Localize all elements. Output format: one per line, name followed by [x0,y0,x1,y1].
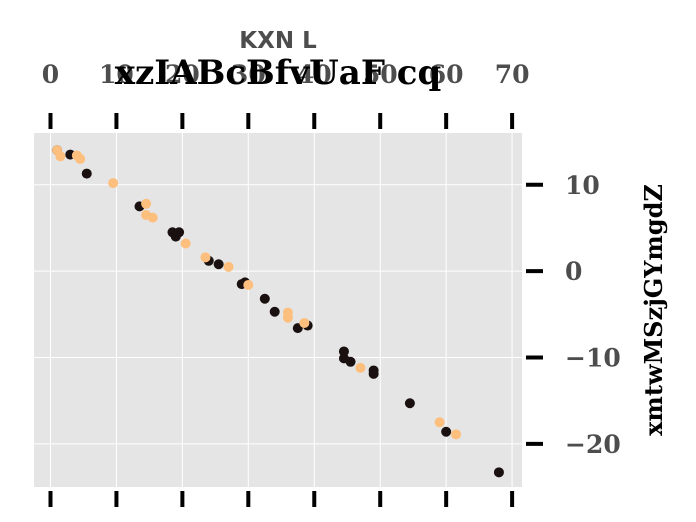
data-point-series-1 [338,346,349,357]
data-point-series-1 [81,168,92,179]
y-tick-label: −10 [565,343,621,372]
data-point-series-2 [223,261,234,272]
x-tick-label: 30 [231,60,266,89]
data-point-series-2 [299,317,310,328]
y-axis-ticks: −20 −10 0 10 [526,171,621,459]
x-axis-ticks: 0 10 20 30 40 50 60 70 [42,60,530,507]
y-tick-label: 0 [565,257,582,286]
data-point-series-2 [75,153,86,164]
data-point-series-2 [147,212,158,223]
data-point-series-2 [451,429,462,440]
data-point-series-1 [404,398,415,409]
x-tick-label: 50 [363,60,398,89]
data-point-series-2 [355,362,366,373]
data-point-series-2 [243,279,254,290]
data-point-series-1 [269,306,280,317]
x-tick-label: 0 [42,60,59,89]
data-point-series-2 [180,238,191,249]
y-tick-label: −20 [565,430,621,459]
data-point-series-2 [141,198,152,209]
x-tick-label: 10 [99,60,134,89]
data-point-series-2 [108,178,119,189]
data-point-series-2 [55,151,66,162]
data-point-series-1 [368,368,379,379]
data-point-series-1 [345,356,356,367]
data-points [52,145,504,478]
grid-lines [34,133,522,487]
data-point-series-1 [213,259,224,270]
data-point-series-2 [200,252,211,263]
chart-title: xzIABcBfvUaF cq [115,53,442,93]
x-axis-label: KXN L [239,28,317,54]
data-point-series-1 [493,467,504,478]
x-tick-label: 70 [495,60,530,89]
data-point-series-2 [434,417,445,428]
data-point-series-1 [174,227,185,238]
x-tick-label: 20 [165,60,200,89]
data-point-series-2 [282,312,293,323]
y-axis-label: xmtwMSzjGYmgdZ [639,184,668,436]
x-tick-label: 60 [429,60,464,89]
data-point-series-1 [259,293,270,304]
x-tick-label: 40 [297,60,332,89]
data-point-series-1 [441,426,452,437]
y-tick-label: 10 [565,171,600,200]
